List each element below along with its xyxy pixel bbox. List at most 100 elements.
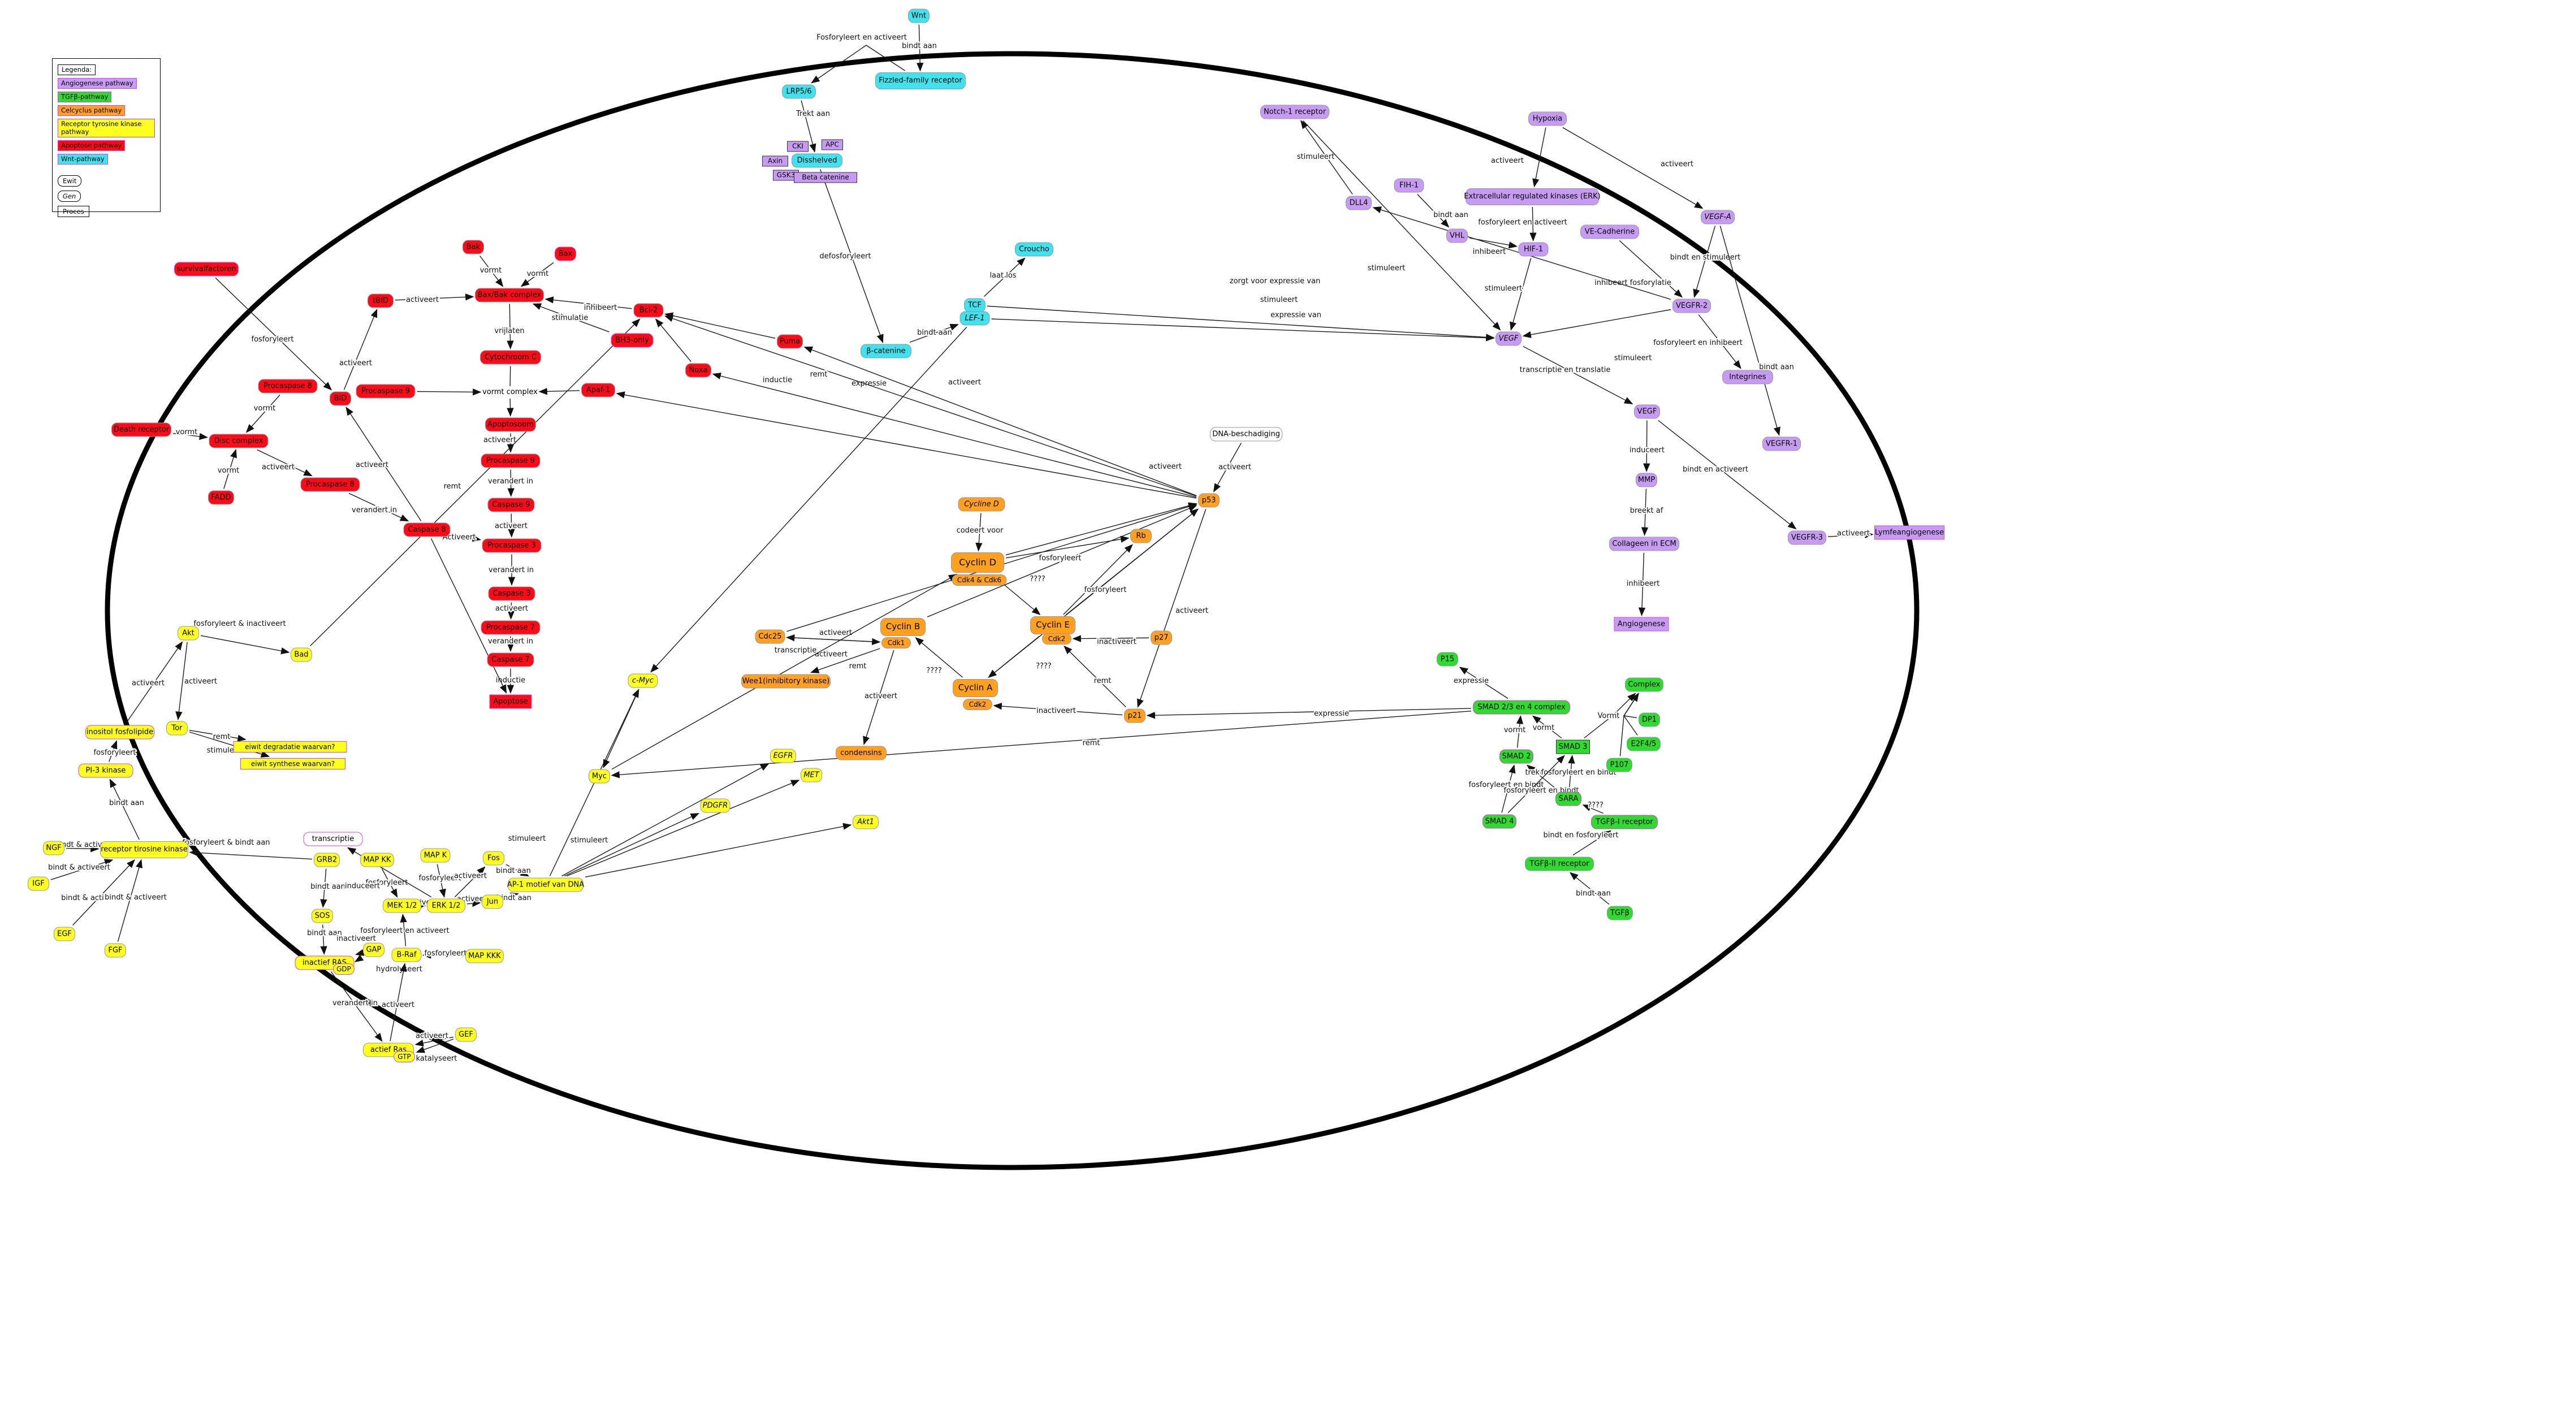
node-cytc[interactable]: Cytochroom C <box>480 350 541 365</box>
node-pc9[interactable]: Procaspase 9 <box>481 453 541 468</box>
node-cdk1[interactable]: Cdk1 <box>881 637 911 648</box>
node-transc[interactable]: transcriptie <box>303 832 363 846</box>
node-cdk2e[interactable]: Cdk2 <box>1042 633 1071 645</box>
node-gdp[interactable]: GDP <box>333 963 355 975</box>
node-vegfp[interactable]: VEGF <box>1634 404 1660 419</box>
node-puma[interactable]: Puma <box>777 334 803 349</box>
node-c7[interactable]: Caspase 7 <box>487 652 534 667</box>
node-pdgfr[interactable]: PDGFR <box>700 798 731 813</box>
node-apaf[interactable]: Apaf-1 <box>581 383 615 397</box>
node-cplx[interactable]: Complex <box>1625 677 1663 692</box>
node-surv[interactable]: survivalfactoren <box>174 262 239 276</box>
node-lrp[interactable]: LRP5/6 <box>782 84 816 99</box>
node-cycD[interactable]: Cyclin D <box>951 552 1004 573</box>
node-fih[interactable]: FIH-1 <box>1394 178 1424 193</box>
node-lymf[interactable]: Lymfeangiogenese <box>1874 525 1944 540</box>
node-bcl2[interactable]: Bcl-2 <box>633 303 664 318</box>
node-mmp[interactable]: MMP <box>1636 473 1657 487</box>
node-fgf[interactable]: FGF <box>105 943 126 958</box>
node-egfr[interactable]: EGFR <box>770 749 796 763</box>
node-lef1[interactable]: LEF-1 <box>959 311 990 326</box>
node-tgfr1[interactable]: TGFβ-I receptor <box>1591 815 1658 829</box>
node-cycE[interactable]: Cyclin E <box>1030 616 1075 634</box>
node-fzd[interactable]: Fizzled-family receptor <box>875 72 966 89</box>
node-sara[interactable]: SARA <box>1555 792 1581 806</box>
node-gef[interactable]: GEF <box>455 1027 477 1042</box>
node-tor[interactable]: Tor <box>166 721 188 736</box>
node-vegfg[interactable]: VEGF <box>1496 331 1522 346</box>
node-vegfr1[interactable]: VEGFR-1 <box>1762 436 1801 451</box>
node-p21[interactable]: p21 <box>1124 708 1146 723</box>
node-sos[interactable]: SOS <box>312 909 333 923</box>
node-c9[interactable]: Caspase 9 <box>487 498 535 512</box>
node-mkkk[interactable]: MAP KKK <box>465 949 504 963</box>
node-akt1[interactable]: Akt1 <box>853 815 879 829</box>
node-gtp[interactable]: GTP <box>394 1051 415 1062</box>
node-bak[interactable]: Bak <box>463 240 484 254</box>
node-coll[interactable]: Collageen in ECM <box>1609 537 1679 551</box>
node-dp1[interactable]: DP1 <box>1639 712 1660 727</box>
node-tcf[interactable]: TCF <box>964 298 986 313</box>
node-cmyc[interactable]: c-Myc <box>628 673 658 688</box>
node-rb[interactable]: Rb <box>1130 529 1152 543</box>
node-jun[interactable]: Jun <box>482 894 503 909</box>
node-erk[interactable]: Extracellular regulated kinases (ERK) <box>1464 188 1601 205</box>
node-gsk3[interactable]: GSK3 <box>773 170 799 181</box>
node-hif[interactable]: HIF-1 <box>1518 242 1549 257</box>
node-dll4[interactable]: DLL4 <box>1346 196 1372 210</box>
node-smadc[interactable]: SMAD 2/3 en 4 complex <box>1473 700 1570 715</box>
node-grb2[interactable]: GRB2 <box>314 853 340 867</box>
node-cdk46[interactable]: Cdk4 & Cdk6 <box>952 574 1007 586</box>
node-vegfa[interactable]: VEGF-A <box>1701 210 1735 224</box>
node-cdk2a[interactable]: Cdk2 <box>963 699 992 710</box>
node-fadd[interactable]: FADD <box>208 490 234 505</box>
node-bid[interactable]: BID <box>330 391 351 406</box>
node-cond[interactable]: condensins <box>836 746 887 760</box>
node-c3[interactable]: Caspase 3 <box>488 586 535 601</box>
node-vc[interactable]: vormt complex <box>482 388 538 397</box>
node-myc[interactable]: Myc <box>589 769 610 784</box>
node-mk[interactable]: MAP K <box>420 848 451 863</box>
node-noxa[interactable]: Noxa <box>685 363 711 378</box>
node-pc9b[interactable]: Procaspase 9 <box>356 384 416 399</box>
node-pi3k[interactable]: PI-3 kinase <box>78 763 133 778</box>
node-smad3[interactable]: SMAD 3 <box>1556 740 1590 754</box>
node-tgfb[interactable]: TGFβ <box>1607 906 1633 920</box>
node-pc7[interactable]: Procaspase 7 <box>481 620 541 635</box>
node-ap1[interactable]: AP-1 motief van DNA <box>507 877 584 892</box>
node-p53[interactable]: p53 <box>1198 493 1220 508</box>
node-rtk[interactable]: receptor tirosine kinase <box>100 841 188 858</box>
node-integ[interactable]: Integrines <box>1722 370 1773 384</box>
node-egf[interactable]: EGF <box>54 927 75 941</box>
node-smad2[interactable]: SMAD 2 <box>1499 749 1533 764</box>
node-pc8b[interactable]: Procaspase 8 <box>300 477 360 492</box>
node-bcat2[interactable]: Beta catenine <box>794 172 857 183</box>
node-pc3[interactable]: Procaspase 3 <box>482 538 542 553</box>
node-gap[interactable]: GAP <box>363 942 384 957</box>
node-mek[interactable]: MEK 1/2 <box>383 898 421 913</box>
node-e2f45[interactable]: E2F4/5 <box>1627 737 1661 751</box>
node-notch[interactable]: Notch-1 receptor <box>1260 105 1329 119</box>
node-ngf[interactable]: NGF <box>43 841 64 855</box>
node-wee1[interactable]: Wee1(inhibitory kinase) <box>741 674 831 689</box>
node-angio[interactable]: Angiogenese <box>1614 617 1669 632</box>
node-cro[interactable]: Croucho <box>1015 242 1053 257</box>
node-vhl[interactable]: VHL <box>1446 228 1468 243</box>
node-axin[interactable]: Axin <box>762 155 788 167</box>
node-bbc[interactable]: Bax/Bak complex <box>475 288 544 302</box>
node-c8[interactable]: Caspase 8 <box>403 522 451 537</box>
node-p107[interactable]: P107 <box>1606 758 1632 772</box>
node-disc[interactable]: Disc complex <box>209 434 269 448</box>
node-akt[interactable]: Akt <box>178 626 199 641</box>
node-esyn[interactable]: eiwit synthese waarvan? <box>240 758 345 769</box>
node-pc8a[interactable]: Procaspase 8 <box>258 379 318 393</box>
node-cki[interactable]: CKI <box>787 141 809 152</box>
node-cycA[interactable]: Cyclin A <box>953 679 998 697</box>
node-p27[interactable]: p27 <box>1151 630 1172 645</box>
node-inos[interactable]: inositol fosfolipide <box>85 725 154 740</box>
node-tbid[interactable]: tBID <box>368 293 394 308</box>
node-bh3[interactable]: BH3-only <box>611 333 654 348</box>
node-bad[interactable]: Bad <box>291 647 312 662</box>
node-cdc25[interactable]: Cdc25 <box>755 629 785 644</box>
node-igf[interactable]: IGF <box>28 876 49 891</box>
